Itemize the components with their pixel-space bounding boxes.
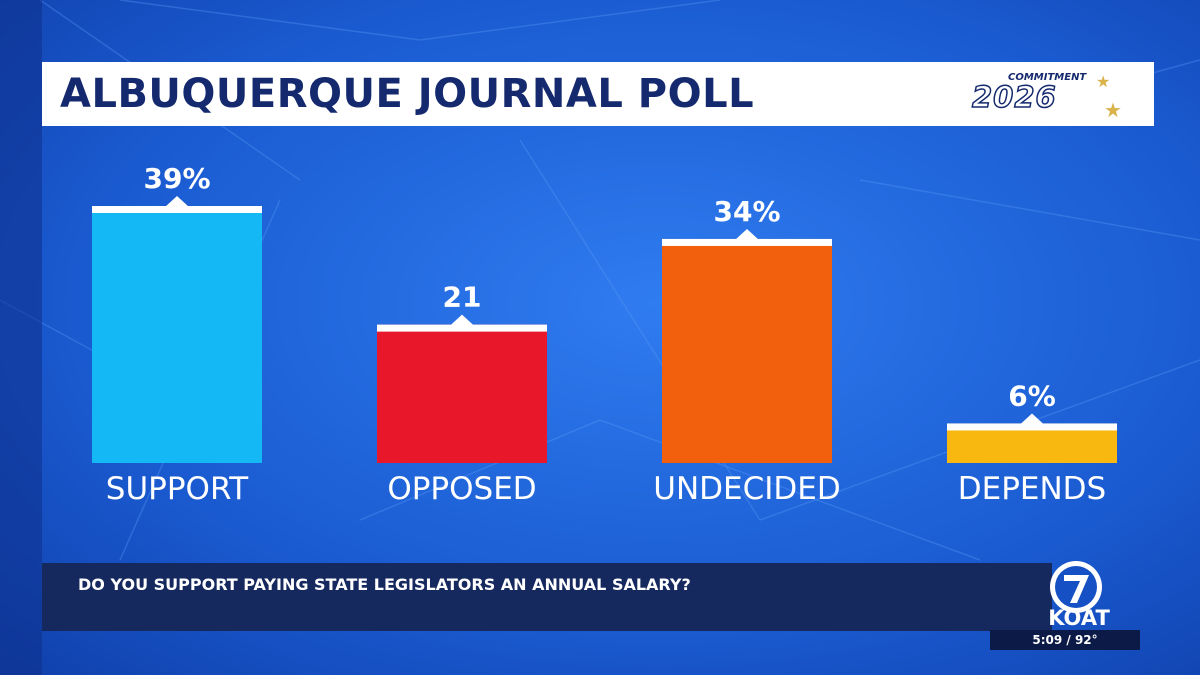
bar-support [92, 206, 262, 463]
poll-bar-chart: 39% SUPPORT 21 OPPOSED 34% UNDECIDED 6% DEPENDS [92, 162, 1117, 507]
star-icon: ★ [1104, 98, 1122, 122]
bar-pointer-support [165, 196, 189, 207]
category-label-depends: DEPENDS [958, 471, 1106, 507]
category-label-support: SUPPORT [106, 471, 249, 507]
poll-question: DO YOU SUPPORT PAYING STATE LEGISLATORS … [78, 575, 691, 594]
bar-cap-support [92, 206, 262, 213]
bar-pointer-undecided [735, 228, 759, 240]
bar-group-depends: 6% DEPENDS [947, 379, 1117, 507]
bar-group-undecided: 34% UNDECIDED [653, 195, 840, 507]
bar-cap-undecided [662, 238, 832, 246]
star-icon: ★ [1096, 72, 1111, 91]
logo-small-text: COMMITMENT [1008, 72, 1087, 83]
value-label-support: 39% [143, 162, 210, 195]
commitment-2026-logo: COMMITMENT 2026 ★ ★ [971, 66, 1122, 124]
logo-year-text: 2026 [971, 79, 1057, 115]
bar-pointer-opposed [450, 314, 474, 326]
bar-pointer-depends [1020, 413, 1044, 425]
question-bar: DO YOU SUPPORT PAYING STATE LEGISLATORS … [42, 563, 1052, 631]
title-bar: ALBUQUERQUE JOURNAL POLL COMMITMENT 2026… [42, 62, 1154, 126]
bar-group-opposed: 21 OPPOSED [377, 281, 547, 507]
value-label-undecided: 34% [713, 195, 780, 228]
value-label-opposed: 21 [443, 281, 482, 314]
info-separator: / [1062, 633, 1075, 647]
bar-undecided [662, 238, 832, 463]
temperature-readout: 92° [1074, 633, 1098, 647]
bar-cap-opposed [377, 324, 547, 332]
time-temperature: 5:09 / 92° [990, 630, 1140, 650]
poll-title: ALBUQUERQUE JOURNAL POLL [60, 71, 755, 117]
bar-group-support: 39% SUPPORT [92, 162, 262, 507]
value-label-depends: 6% [1008, 379, 1056, 412]
station-name: KOAT [1048, 606, 1110, 630]
station-bug: KOAT 5:09 / 92° [990, 558, 1158, 650]
category-label-opposed: OPPOSED [387, 471, 536, 507]
bar-cap-depends [947, 423, 1117, 431]
channel-7-circle-icon [1050, 561, 1102, 613]
category-label-undecided: UNDECIDED [653, 471, 840, 507]
bar-opposed [377, 324, 547, 463]
time-readout: 5:09 [1032, 633, 1063, 647]
